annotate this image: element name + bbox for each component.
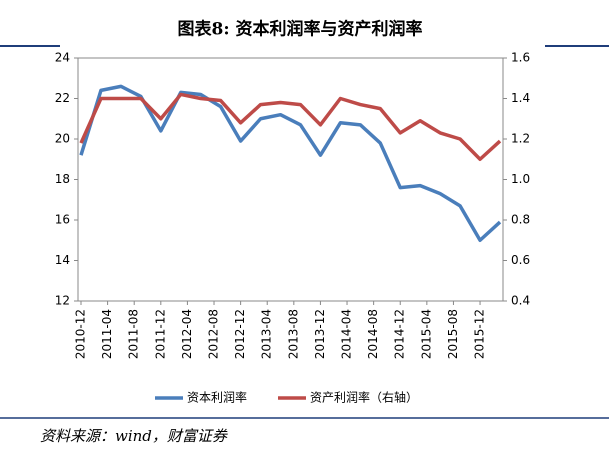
y-tick-label: 24	[55, 51, 70, 65]
y2-tick-label: 0.4	[511, 294, 530, 308]
x-tick-label: 2015-04	[419, 309, 433, 359]
x-tick-label: 2011-04	[100, 309, 114, 359]
x-tick-label: 2011-12	[153, 309, 167, 359]
legend-label: 资产利润率（右轴）	[310, 390, 418, 405]
y-tick-label: 12	[55, 294, 70, 308]
y-tick-label: 16	[55, 213, 70, 227]
y-tick-label: 20	[55, 132, 70, 146]
plot-frame	[77, 57, 504, 302]
x-tick-label: 2012-12	[233, 309, 247, 359]
y2-tick-label: 0.8	[511, 213, 530, 227]
x-tick-label: 2012-08	[207, 309, 221, 359]
x-tick-label: 2015-12	[473, 309, 487, 359]
x-tick-label: 2010-12	[74, 309, 88, 359]
x-tick-label: 2013-04	[260, 309, 274, 359]
y2-tick-label: 1.6	[511, 51, 530, 65]
y-tick-label: 14	[55, 253, 70, 267]
y2-tick-label: 1.4	[511, 91, 530, 105]
x-tick-label: 2012-04	[180, 309, 194, 359]
series-line	[79, 84, 502, 242]
x-tick-label: 2013-08	[286, 309, 300, 359]
x-tick-label: 2011-08	[127, 309, 141, 359]
y-tick-label: 18	[55, 172, 70, 186]
y2-tick-label: 0.6	[511, 253, 530, 267]
chart-title: 图表8: 资本利润率与资产利润率	[177, 19, 422, 40]
legend-label: 资本利润率	[187, 390, 247, 405]
y2-tick-label: 1.0	[511, 172, 530, 186]
x-tick-label: 2013-12	[313, 309, 327, 359]
x-tick-label: 2014-12	[393, 309, 407, 359]
y2-tick-label: 1.2	[511, 132, 530, 146]
x-tick-label: 2014-04	[340, 309, 354, 359]
x-tick-label: 2015-08	[446, 309, 460, 359]
series-line	[79, 92, 502, 161]
x-tick-label: 2014-08	[366, 309, 380, 359]
y-tick-label: 22	[55, 91, 70, 105]
source: 资料来源：wind，财富证券	[40, 427, 228, 445]
